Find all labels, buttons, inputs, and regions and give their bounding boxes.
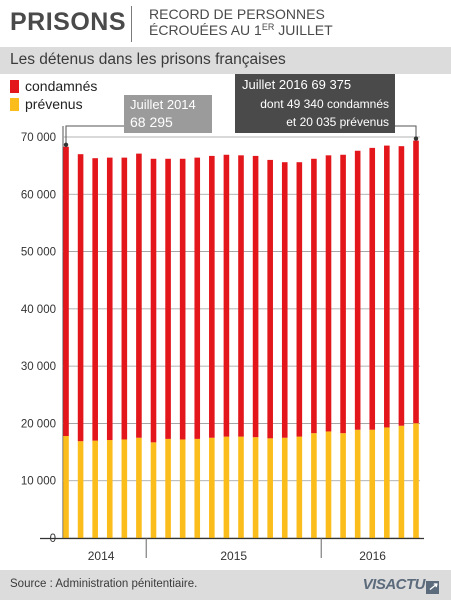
bar-condamnes bbox=[325, 155, 332, 432]
footer: Source : Administration pénitentiaire. V… bbox=[0, 570, 451, 600]
y-tick-label: 60 000 bbox=[21, 189, 56, 201]
header-subtitle-line2: ÉCROUÉES AU 1ER JUILLET bbox=[149, 22, 333, 38]
header-subtitle-line2-text: ÉCROUÉES AU 1 bbox=[149, 22, 262, 38]
header-subtitle-line2-end: JUILLET bbox=[274, 22, 333, 38]
callout-2016-leader bbox=[395, 125, 417, 138]
bar-prevenus bbox=[238, 436, 244, 538]
bar-condamnes bbox=[281, 162, 288, 438]
bar-condamnes bbox=[238, 155, 244, 437]
bar-condamnes bbox=[209, 155, 215, 438]
bar-condamnes bbox=[63, 146, 69, 437]
bar-condamnes bbox=[223, 154, 230, 437]
callout-2016-label: Juillet 2016 69 375 bbox=[242, 77, 351, 92]
bar-prevenus bbox=[209, 437, 215, 538]
bar-prevenus bbox=[398, 425, 405, 538]
bar-condamnes bbox=[252, 155, 259, 438]
legend-swatch-condamnes bbox=[10, 80, 19, 93]
bar-condamnes bbox=[106, 157, 113, 441]
callout-2014-box bbox=[124, 95, 212, 133]
bar-prevenus bbox=[340, 433, 346, 538]
y-tick-label: 40 000 bbox=[21, 304, 56, 316]
bar-condamnes bbox=[77, 154, 84, 442]
y-tick-label: 70 000 bbox=[21, 132, 56, 144]
bar-prevenus bbox=[63, 436, 69, 538]
bar-prevenus bbox=[179, 439, 186, 538]
bar-prevenus bbox=[252, 437, 259, 538]
x-tick-label: 2016 bbox=[359, 549, 386, 563]
bar-condamnes bbox=[267, 159, 273, 439]
bar-prevenus bbox=[267, 438, 273, 538]
logo-arrow-icon: ↗ bbox=[426, 581, 439, 594]
legend-label-condamnes: condamnés bbox=[25, 78, 97, 94]
legend-label-prevenus: prévenus bbox=[25, 96, 83, 112]
bar-prevenus bbox=[194, 438, 201, 538]
x-tick-label: 2015 bbox=[220, 549, 247, 563]
bar-prevenus bbox=[165, 438, 171, 538]
header-subtitle: RECORD DE PERSONNES ÉCROUÉES AU 1ER JUIL… bbox=[149, 6, 333, 38]
subtitle-band: Les détenus dans les prisons françaises bbox=[0, 47, 451, 74]
header: PRISONS RECORD DE PERSONNES ÉCROUÉES AU … bbox=[0, 0, 451, 47]
header-divider bbox=[131, 6, 132, 42]
bar-prevenus bbox=[121, 439, 128, 538]
bar-prevenus bbox=[77, 441, 84, 538]
y-tick-label: 10 000 bbox=[21, 476, 56, 488]
bar-condamnes bbox=[165, 158, 171, 439]
bar-condamnes bbox=[121, 157, 128, 440]
bar-prevenus bbox=[296, 436, 303, 538]
callout-2016-prevenus: et 20 035 prévenus bbox=[286, 115, 389, 129]
logo-text: VISACTU bbox=[362, 576, 426, 593]
bar-prevenus bbox=[311, 433, 317, 538]
bar-condamnes bbox=[296, 162, 303, 437]
bar-condamnes bbox=[311, 158, 317, 434]
bar-prevenus bbox=[223, 436, 230, 538]
source-note: Source : Administration pénitentiaire. bbox=[10, 578, 198, 590]
bar-condamnes bbox=[384, 145, 390, 428]
bar-prevenus bbox=[92, 440, 98, 538]
bar-prevenus bbox=[325, 431, 332, 538]
bar-prevenus bbox=[281, 437, 288, 538]
header-subtitle-line1: RECORD DE PERSONNES bbox=[149, 6, 325, 22]
headline: PRISONS bbox=[10, 8, 127, 36]
callout-2014-label: Juillet 2014 bbox=[130, 97, 196, 112]
bar-condamnes bbox=[92, 158, 98, 441]
legend-swatch-prevenus bbox=[10, 98, 19, 111]
visactu-logo: VISACTU ↗ bbox=[363, 576, 439, 594]
bar-condamnes bbox=[179, 158, 186, 440]
header-subtitle-sup: ER bbox=[261, 22, 275, 32]
bar-condamnes bbox=[354, 150, 361, 430]
bar-prevenus bbox=[369, 429, 376, 538]
bar-condamnes bbox=[369, 147, 376, 430]
bar-prevenus bbox=[354, 429, 361, 538]
y-tick-label: 30 000 bbox=[21, 361, 56, 373]
bar-prevenus bbox=[413, 423, 419, 538]
y-tick-label: 20 000 bbox=[21, 418, 56, 430]
bar-condamnes bbox=[398, 146, 405, 426]
callout-2014-value: 68 295 bbox=[130, 114, 173, 130]
bar-condamnes bbox=[340, 154, 346, 434]
bar-condamnes bbox=[194, 157, 201, 439]
callout-2014-leader bbox=[65, 125, 124, 144]
callout-2016-condamnes: dont 49 340 condamnés bbox=[260, 97, 389, 111]
bar-prevenus bbox=[384, 427, 390, 538]
chart-title: Les détenus dans les prisons françaises bbox=[10, 51, 286, 68]
bar-prevenus bbox=[136, 437, 142, 538]
y-tick-label: 50 000 bbox=[21, 247, 56, 259]
bar-condamnes bbox=[413, 140, 419, 424]
x-tick-label: 2014 bbox=[88, 549, 115, 563]
bar-condamnes bbox=[136, 153, 142, 438]
bar-condamnes bbox=[150, 158, 157, 443]
callout-2016-marker bbox=[413, 136, 419, 141]
bar-prevenus bbox=[150, 442, 157, 538]
callout-2014-marker bbox=[63, 142, 69, 147]
callout-2016-box bbox=[235, 74, 395, 133]
bar-prevenus bbox=[106, 440, 113, 538]
